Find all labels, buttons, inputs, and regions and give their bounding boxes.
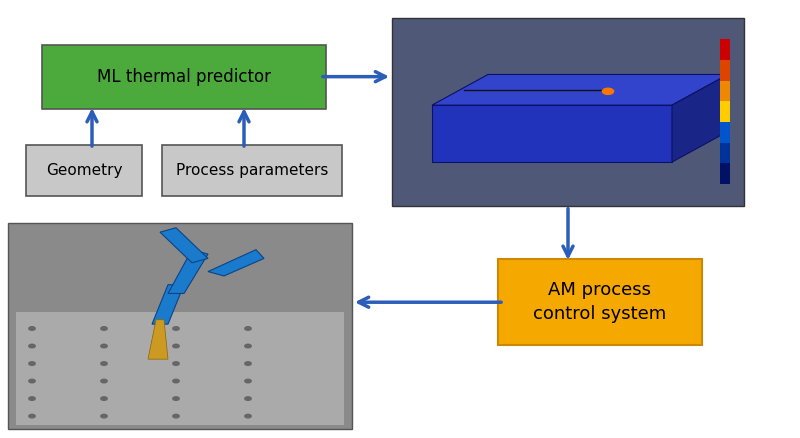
Circle shape [29,344,35,348]
Bar [16,312,344,425]
Bar [720,60,730,81]
Bar [720,39,730,60]
Circle shape [101,397,107,400]
Circle shape [245,344,251,348]
Circle shape [101,414,107,418]
Polygon shape [148,320,168,359]
Circle shape [29,414,35,418]
Text: Geometry: Geometry [46,163,122,178]
Polygon shape [432,74,728,105]
Bar [720,122,730,143]
Circle shape [245,397,251,400]
Polygon shape [672,74,728,162]
Circle shape [101,379,107,383]
Polygon shape [160,228,208,263]
Circle shape [173,362,179,365]
Bar [392,18,744,206]
Circle shape [29,379,35,383]
Text: AM process
control system: AM process control system [534,282,666,323]
Circle shape [173,344,179,348]
Circle shape [245,327,251,330]
FancyBboxPatch shape [498,259,702,345]
Bar [720,143,730,163]
FancyBboxPatch shape [162,145,342,196]
Circle shape [29,397,35,400]
Circle shape [245,362,251,365]
Bar [720,163,730,184]
Circle shape [101,327,107,330]
Polygon shape [168,250,208,293]
Circle shape [101,344,107,348]
Polygon shape [208,250,264,276]
Circle shape [101,362,107,365]
Bar [720,81,730,101]
Bar [8,223,352,429]
Text: Process parameters: Process parameters [176,163,328,178]
Polygon shape [152,285,184,324]
Circle shape [29,362,35,365]
Circle shape [245,379,251,383]
Bar [720,101,730,122]
Circle shape [173,327,179,330]
Circle shape [602,88,614,95]
FancyBboxPatch shape [42,45,326,109]
FancyBboxPatch shape [26,145,142,196]
Polygon shape [432,105,672,162]
Circle shape [173,379,179,383]
Circle shape [173,397,179,400]
Circle shape [245,414,251,418]
Circle shape [173,414,179,418]
Circle shape [29,327,35,330]
Text: ML thermal predictor: ML thermal predictor [97,67,271,86]
